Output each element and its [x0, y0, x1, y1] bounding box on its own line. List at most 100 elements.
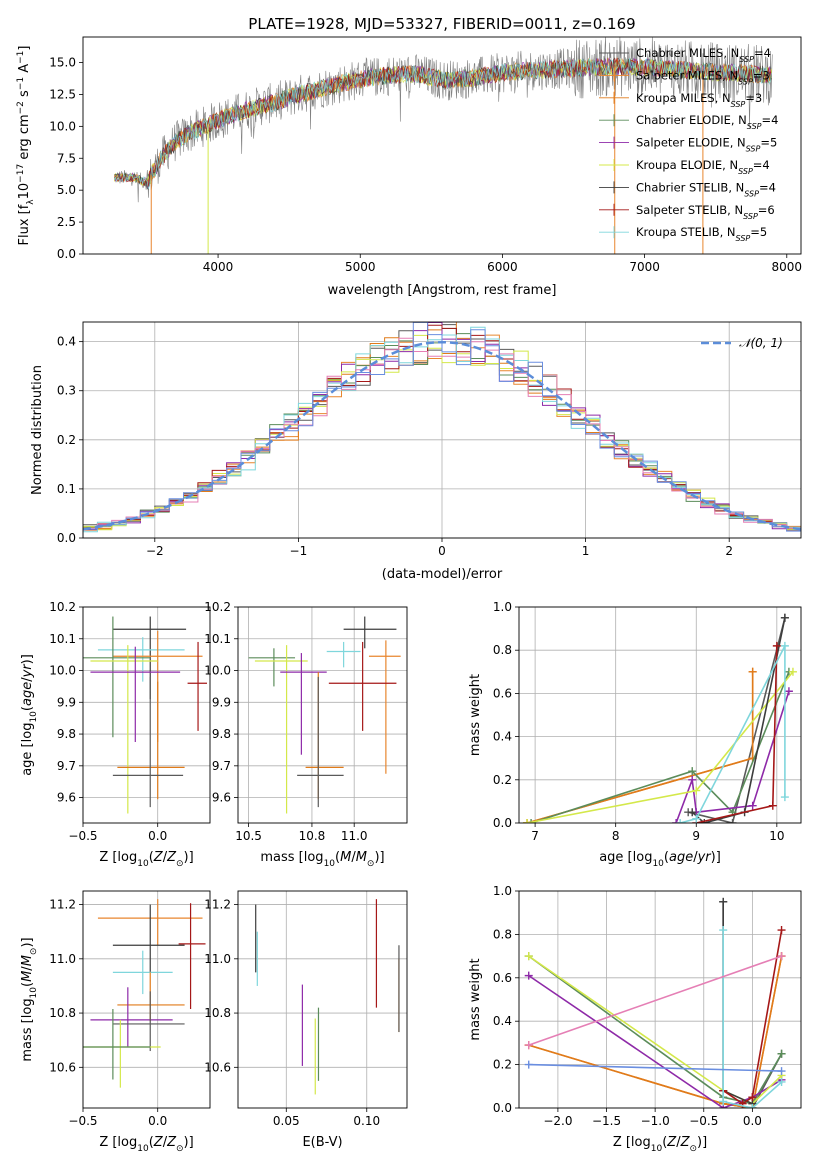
- label-part: )]: [184, 1135, 194, 1150]
- legend-suffix: =4: [762, 113, 779, 127]
- label-part: ⊙: [176, 1144, 184, 1154]
- x-axis-label: age [log10(age/yr)]: [599, 850, 721, 869]
- label-part: 10: [652, 859, 664, 869]
- legend-entry: Salpeter MILES, NSSP=3: [636, 68, 770, 86]
- weight-marker: [524, 1041, 533, 1050]
- label-part: M: [340, 850, 351, 865]
- x-tick-label: 0.0: [743, 1114, 762, 1128]
- weight-line: [526, 671, 754, 823]
- weight-line: [722, 901, 753, 1105]
- x-tick-label: −2: [146, 544, 164, 558]
- label-part: age [log: [20, 723, 35, 776]
- x-tick-label: −2.0: [543, 1114, 572, 1128]
- legend-label: Chabrier MILES, N: [636, 46, 739, 60]
- label-part: yr: [20, 663, 35, 679]
- legend-entry: Chabrier MILES, NSSP=4: [636, 46, 771, 64]
- x-tick-label: −1.0: [641, 1114, 670, 1128]
- label-part: Z: [680, 1135, 691, 1150]
- label-part: ⊙: [176, 859, 184, 869]
- weight-marker: [692, 814, 701, 823]
- y-tick-label: 0.6: [493, 686, 512, 700]
- weight-marker: [748, 801, 757, 810]
- weight-line: [528, 1063, 782, 1072]
- label-part: )]: [711, 850, 721, 865]
- weight-marker: [688, 808, 697, 817]
- axes-frame: [82, 36, 802, 255]
- y-tick-label: 10.6: [204, 1060, 231, 1074]
- y-tick-label: 0.2: [493, 1058, 512, 1072]
- x-tick-label: 5000: [345, 260, 376, 274]
- x-tick-label: 0.0: [148, 829, 167, 843]
- x-tick-label: 6000: [487, 260, 518, 274]
- plot-area: [83, 322, 801, 538]
- y-tick-label: 11.2: [49, 898, 76, 912]
- y-tick-label: 0.0: [57, 247, 76, 261]
- legend-suffix: =3: [745, 91, 762, 105]
- y-tick-label: 15.0: [49, 56, 76, 70]
- weight-marker: [524, 971, 533, 980]
- x-tick-label: 1: [582, 544, 590, 558]
- weight-marker: [692, 786, 701, 795]
- y-tick-label: 0.2: [57, 433, 76, 447]
- y-axis-label: mass weight: [468, 674, 483, 756]
- x-tick-label: −1.5: [592, 1114, 621, 1128]
- y-tick-label: 0.8: [493, 927, 512, 941]
- weight-marker: [719, 926, 728, 935]
- weight-marker: [777, 1049, 786, 1058]
- plot-area: [523, 613, 797, 823]
- weight-line: [528, 955, 782, 1046]
- x-tick-label: 8000: [772, 260, 803, 274]
- weight-marker: [784, 687, 793, 696]
- plot-area: [248, 616, 401, 814]
- normal-curve: [83, 340, 801, 531]
- y-tick-label: 0.4: [493, 1014, 512, 1028]
- legend-subscript: SSP: [747, 122, 762, 131]
- legend-suffix: =5: [760, 136, 777, 150]
- x-tick-label: 7000: [629, 260, 660, 274]
- x-tick-label: −0.5: [689, 1114, 718, 1128]
- plot-area: [255, 899, 400, 1095]
- y-tick-label: 9.8: [57, 727, 76, 741]
- plot-area: [113, 37, 773, 254]
- legend-suffix: =5: [750, 225, 767, 239]
- y-tick-label: 10.0: [204, 664, 231, 678]
- weight-marker: [748, 667, 757, 676]
- y-tick-label: 11.0: [49, 952, 76, 966]
- label-part: E(B-V): [302, 1135, 342, 1150]
- y-tick-label: 12.5: [49, 87, 76, 101]
- label-part: Flux [f: [17, 204, 32, 245]
- weight-line: [675, 690, 790, 823]
- weight-marker: [748, 1104, 757, 1108]
- weight-marker: [524, 952, 533, 961]
- x-tick-label: −0.5: [68, 829, 97, 843]
- label-part: age [log: [599, 850, 652, 865]
- weight-marker: [777, 1067, 786, 1076]
- label-part: Z: [153, 1135, 164, 1150]
- y-tick-label: 0.2: [493, 773, 512, 787]
- y-tick-label: 9.7: [57, 759, 76, 773]
- histogram-step: [83, 337, 801, 538]
- x-tick-label: 10: [769, 829, 784, 843]
- panel-spectrum: 4000 5000 6000 7000 8000 0.0 2.5 5.0 7.5 10.0 12.5…: [49, 36, 803, 274]
- legend-subscript: SSP: [736, 234, 751, 243]
- figure-title: PLATE=1928, MJD=53327, FIBERID=0011, z=0…: [248, 15, 635, 33]
- y-tick-label: 0.3: [57, 384, 76, 398]
- legend-label: Salpeter STELIB, N: [636, 203, 743, 217]
- y-axis-label: age [log10(age/yr)]: [20, 654, 39, 776]
- plot-area: [524, 897, 786, 1108]
- legend-entry: Kroupa ELODIE, NSSP=4: [636, 158, 770, 176]
- label-part: −17: [16, 164, 26, 183]
- label-part: A: [17, 64, 32, 77]
- plot-area: [83, 616, 208, 814]
- label-part: ⊙: [367, 859, 375, 869]
- label-part: Z [log: [99, 1135, 137, 1150]
- x-axis-label: Z [log10(Z/Z⊙)]: [613, 1135, 707, 1154]
- legend-suffix: =6: [758, 203, 775, 217]
- legend-subscript: SSP: [743, 211, 758, 220]
- weight-line: [722, 929, 783, 1105]
- label-part: /: [163, 1135, 168, 1150]
- x-tick-label: 10.8: [299, 829, 326, 843]
- x-tick-label: 2: [725, 544, 733, 558]
- label-part: mass [log: [20, 998, 35, 1061]
- panel-weight_vs_age: 7 8 9 10 0.0 0.2 0.4 0.6 0.8 1.0: [493, 600, 802, 843]
